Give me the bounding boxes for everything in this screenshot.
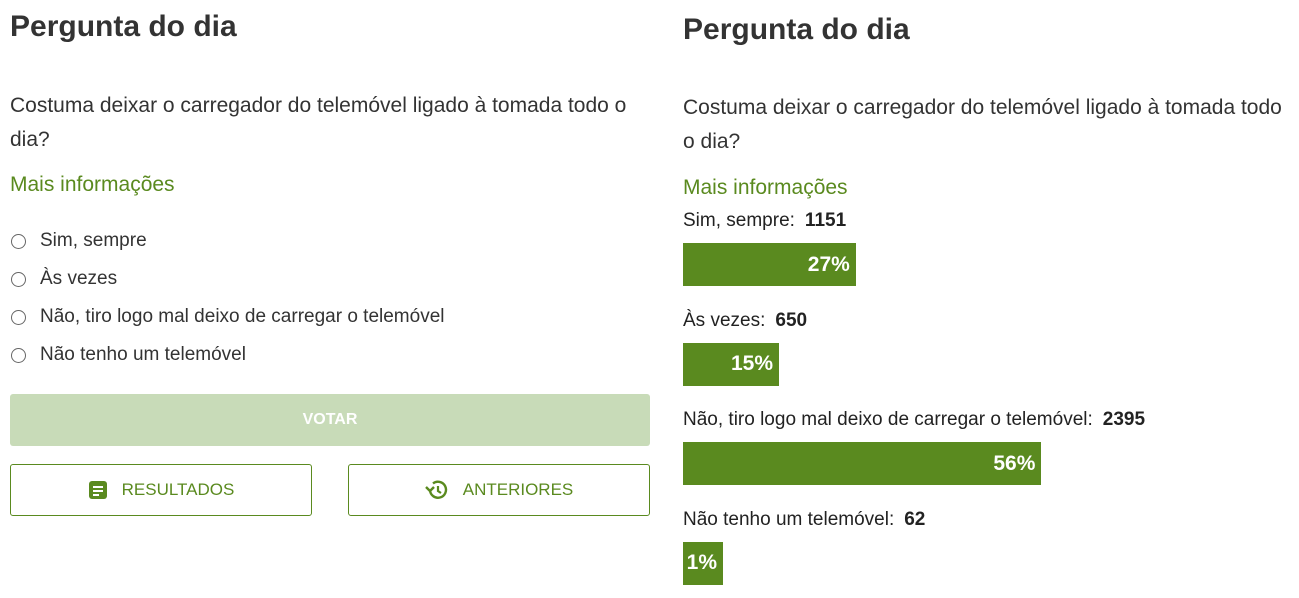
results-icon [88, 481, 107, 499]
more-info-link[interactable]: Mais informações [683, 176, 848, 199]
result-label: Sim, sempre: 1151 [683, 210, 846, 232]
radio-button[interactable] [11, 234, 26, 249]
radio-button[interactable] [11, 272, 26, 287]
option-label: Sim, sempre [40, 230, 147, 251]
option-label: Não, tiro logo mal deixo de carregar o t… [683, 409, 1093, 430]
vote-count: 1151 [804, 210, 847, 231]
radio-button[interactable] [11, 310, 26, 325]
results-title: Pergunta do dia [683, 13, 910, 46]
results-button[interactable]: RESULTADOS [10, 464, 312, 516]
vote-count: 62 [904, 508, 926, 530]
previous-button[interactable]: ANTERIORES [348, 464, 650, 516]
results-button-label: RESULTADOS [121, 480, 235, 499]
form-title: Pergunta do dia [10, 10, 237, 43]
vote-count: 2395 [1102, 409, 1146, 430]
option-label: Não tenho um telemóvel: [683, 508, 895, 530]
result-bar: 15% [683, 342, 779, 386]
vote-count: 650 [775, 309, 808, 331]
result-bar: 1% [683, 541, 723, 585]
result-label: Às vezes: 650 [683, 310, 807, 332]
more-info-link[interactable]: Mais informações [10, 173, 175, 196]
vote-button[interactable]: VOTAR [10, 394, 650, 446]
option-label: Às vezes [40, 268, 118, 289]
results-question: Costuma deixar o carregador do telemóvel… [683, 96, 1282, 153]
option-label: Sim, sempre: [683, 210, 795, 231]
result-label: Não tenho um telemóvel: 62 [683, 509, 925, 531]
history-icon [424, 480, 447, 499]
previous-button-label: ANTERIORES [462, 480, 574, 499]
option-label: Às vezes: [683, 309, 766, 331]
form-question: Costuma deixar o carregador do telemóvel… [10, 94, 627, 151]
result-bar: 56% [683, 442, 1042, 485]
option-label: Não tenho um telemóvel [40, 344, 246, 365]
result-bar: 27% [683, 243, 856, 286]
option-label: Não, tiro logo mal deixo de carregar o t… [40, 306, 445, 327]
result-label: Não, tiro logo mal deixo de carregar o t… [683, 409, 1145, 431]
radio-button[interactable] [11, 348, 26, 363]
